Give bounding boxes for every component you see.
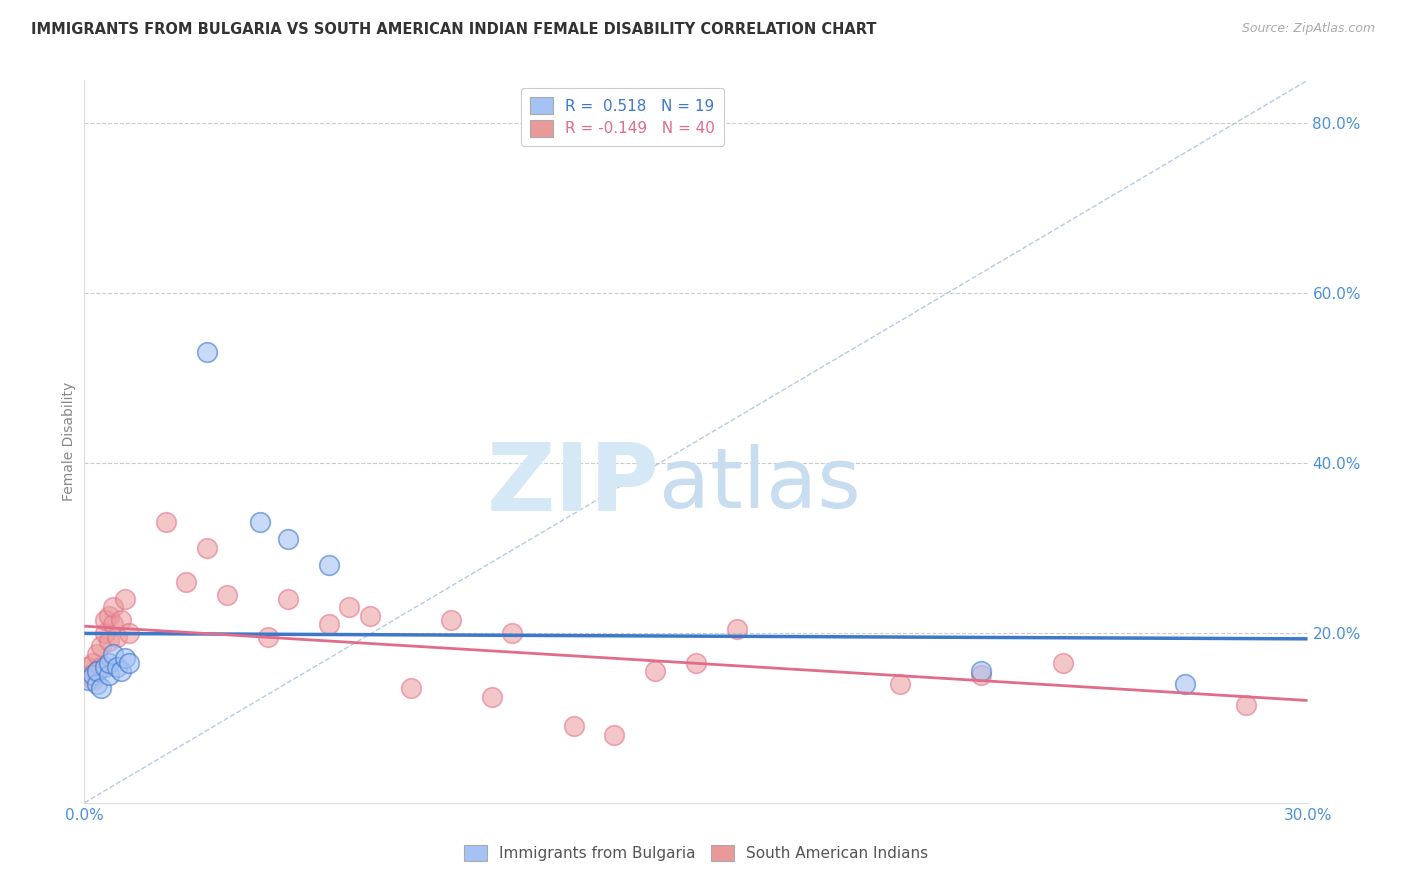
Text: atlas: atlas [659,444,860,525]
Text: ZIP: ZIP [486,439,659,531]
Point [195,541,218,555]
Point [86,664,108,678]
Point [114,651,136,665]
Point [93,613,115,627]
Y-axis label: Female Disability: Female Disability [62,382,76,501]
Point [725,622,748,636]
Point [77,660,100,674]
Point [101,617,124,632]
Point [277,533,299,547]
Text: IMMIGRANTS FROM BULGARIA VS SOUTH AMERICAN INDIAN FEMALE DISABILITY CORRELATION : IMMIGRANTS FROM BULGARIA VS SOUTH AMERIC… [31,22,876,37]
Point [1052,656,1074,670]
Point [399,681,422,695]
Point [97,608,120,623]
Point [195,345,218,359]
Point [86,664,108,678]
Point [97,634,120,648]
Point [90,681,112,695]
Point [93,625,115,640]
Point [77,668,100,682]
Point [970,668,993,682]
Point [1174,677,1197,691]
Point [86,677,108,691]
Point [685,656,707,670]
Point [82,656,104,670]
Point [217,588,239,602]
Point [90,639,112,653]
Point [889,677,911,691]
Point [1236,698,1258,712]
Point [502,625,524,640]
Point [277,591,299,606]
Point [318,558,340,572]
Legend: Immigrants from Bulgaria, South American Indians: Immigrants from Bulgaria, South American… [458,838,934,867]
Point [174,574,197,589]
Point [101,600,124,615]
Point [562,719,585,733]
Text: Source: ZipAtlas.com: Source: ZipAtlas.com [1241,22,1375,36]
Point [86,647,108,661]
Point [257,630,280,644]
Point [603,728,626,742]
Point [82,673,104,687]
Point [155,516,177,530]
Point [118,656,141,670]
Point [110,613,132,627]
Point [110,664,132,678]
Point [77,673,100,687]
Point [93,660,115,674]
Point [339,600,361,615]
Point [97,656,120,670]
Point [440,613,463,627]
Point [105,630,128,644]
Point [114,591,136,606]
Point [101,647,124,661]
Point [318,617,340,632]
Point [82,668,104,682]
Point [970,664,993,678]
Point [118,625,141,640]
Point [359,608,381,623]
Point [105,660,128,674]
Point [249,516,271,530]
Point [644,664,666,678]
Point [481,690,503,704]
Point [97,668,120,682]
Point [90,660,112,674]
